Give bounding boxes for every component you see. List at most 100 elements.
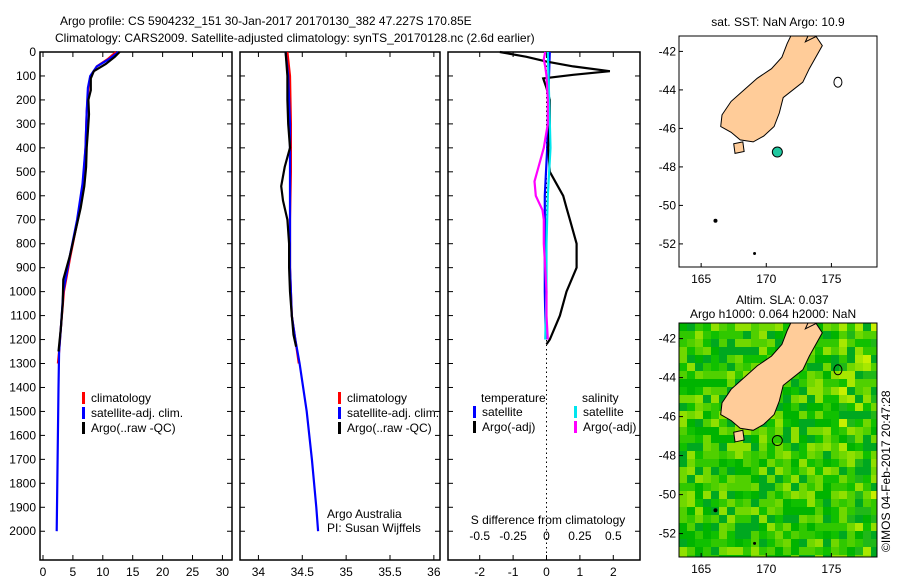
sla-cell — [751, 475, 759, 483]
sla-cell — [855, 379, 863, 387]
x-tick-label: 20 — [156, 565, 170, 579]
sla-cell — [711, 499, 719, 507]
sla-cell — [735, 539, 743, 547]
sla-cell — [855, 443, 863, 451]
sla-cell — [799, 491, 807, 499]
sla-cell — [775, 531, 783, 539]
sla-cell — [775, 427, 783, 435]
sla-cell — [743, 547, 751, 555]
sla-cell — [799, 499, 807, 507]
legend-label: satellite-adj. clim. — [347, 406, 439, 420]
sla-cell — [823, 411, 831, 419]
sla-cell — [679, 403, 687, 411]
sla-cell — [791, 395, 799, 403]
sla-cell — [839, 483, 847, 491]
campbell-island — [753, 541, 757, 545]
sst-map-panel: sat. SST: NaN Argo: 10.9 165 170 175 -42 -44 -… — [659, 15, 878, 286]
sla-cell — [783, 515, 791, 523]
x-tick-label: 34.5 — [291, 565, 315, 579]
sla-cell — [847, 459, 855, 467]
y-tick-label: -46 — [659, 121, 677, 135]
sla-cell — [735, 523, 743, 531]
y-tick-label: 2000 — [9, 524, 36, 538]
sla-cell — [695, 459, 703, 467]
sla-cell — [823, 371, 831, 379]
sla-cell — [799, 467, 807, 475]
sla-cell — [823, 443, 831, 451]
sla-cell — [871, 347, 877, 355]
legend-label: climatology — [91, 391, 151, 405]
sla-cell — [831, 507, 839, 515]
sla-cell — [815, 483, 823, 491]
sla-cell — [711, 459, 719, 467]
sla-cell — [839, 507, 847, 515]
sla-cell — [679, 419, 687, 427]
sla-cell — [719, 459, 727, 467]
sla-cell — [719, 347, 727, 355]
sla-cell — [743, 451, 751, 459]
sla-cell — [679, 411, 687, 419]
sla-cell — [759, 467, 767, 475]
sla-cell — [831, 547, 839, 555]
y-tick-label: -44 — [659, 371, 677, 385]
sla-cell — [839, 411, 847, 419]
sla-cell — [703, 531, 711, 539]
sla-cell — [823, 507, 831, 515]
legend-label: Argo(..raw -QC) — [347, 421, 432, 435]
sla-cell — [743, 363, 751, 371]
sla-cell — [679, 371, 687, 379]
title-line1: Argo profile: CS 5904232_151 30-Jan-2017… — [60, 14, 472, 28]
x-tick-label: 170 — [756, 562, 776, 576]
y-tick-label: -46 — [659, 410, 677, 424]
sla-cell — [711, 379, 719, 387]
sla-cell — [711, 531, 719, 539]
y-tick-label: -42 — [659, 332, 677, 346]
sla-cell — [823, 379, 831, 387]
sla-cell — [751, 459, 759, 467]
sla-cell — [847, 355, 855, 363]
sla-cell — [815, 355, 823, 363]
sla-cell — [775, 499, 783, 507]
sla-cell — [871, 555, 877, 557]
sla-cell — [871, 331, 877, 339]
sla-cell — [719, 451, 727, 459]
sla-cell — [783, 435, 791, 443]
sla-cell — [855, 371, 863, 379]
sla-cell — [823, 515, 831, 523]
sla-cell — [687, 523, 695, 531]
sla-cell — [735, 547, 743, 555]
sla-cell — [783, 475, 791, 483]
sla-cell — [751, 451, 759, 459]
sla-cell — [695, 531, 703, 539]
legend-label: satellite — [583, 405, 624, 419]
sla-cell — [711, 515, 719, 523]
sla-cell — [687, 403, 695, 411]
sla-cell — [863, 499, 871, 507]
x-tick-label: 165 — [691, 562, 711, 576]
sla-cell — [847, 347, 855, 355]
sla-cell — [703, 355, 711, 363]
sla-cell — [775, 459, 783, 467]
sla-cell — [711, 547, 719, 555]
sla-cell — [815, 451, 823, 459]
legend-swatch — [338, 392, 341, 404]
sla-cell — [719, 531, 727, 539]
sla-cell — [695, 547, 703, 555]
legend-swatch — [82, 392, 85, 404]
sla-cell — [687, 395, 695, 403]
sla-cell — [735, 483, 743, 491]
sla-cell — [799, 379, 807, 387]
sla-cell — [735, 339, 743, 347]
sla-cell — [783, 459, 791, 467]
sla-cell — [767, 507, 775, 515]
sla-cell — [743, 331, 751, 339]
sla-cell — [711, 491, 719, 499]
sla-cell — [695, 475, 703, 483]
sla-cell — [775, 331, 783, 339]
sla-cell — [719, 435, 727, 443]
sla-cell — [703, 347, 711, 355]
sla-cell — [831, 443, 839, 451]
sla-cell — [695, 507, 703, 515]
sla-cell — [679, 483, 687, 491]
